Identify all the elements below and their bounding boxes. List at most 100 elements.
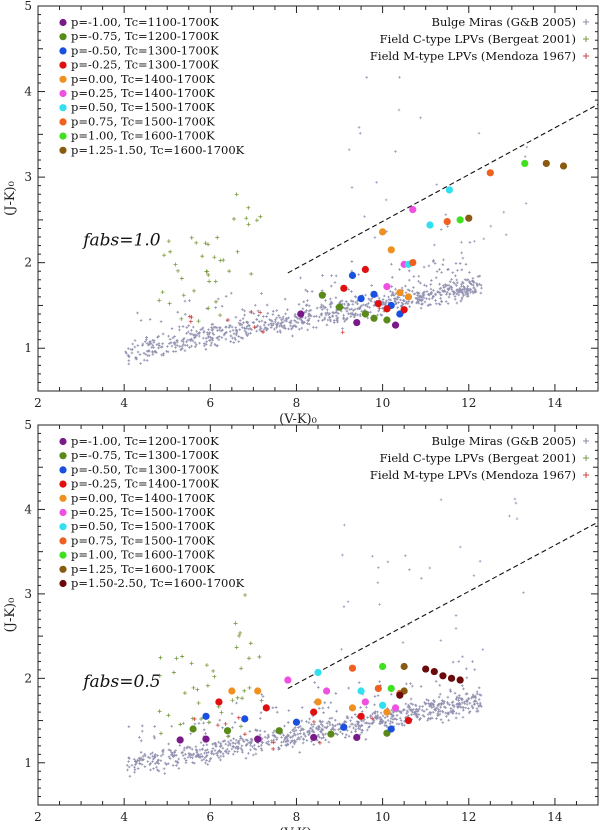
bulge-mira-marker [219, 750, 223, 753]
bulge-mira-marker [205, 751, 208, 755]
bulge-mira-marker [324, 313, 328, 317]
bulge-mira-marker [265, 303, 269, 307]
bulge-mira-marker [435, 706, 439, 710]
bulge-mira-marker [470, 283, 473, 286]
bulge-mira-marker [310, 740, 313, 743]
bulge-mira-marker [415, 707, 418, 711]
bulge-mira-marker [141, 343, 144, 347]
bulge-mira-marker [157, 346, 160, 350]
bulge-mira-marker [263, 326, 267, 329]
m-type-lpv-marker [187, 314, 192, 319]
bulge-mira-marker [257, 314, 260, 317]
bulge-mira-marker [206, 748, 209, 752]
bulge-mira-marker [405, 709, 409, 713]
bulge-mira-marker [336, 312, 340, 315]
c-type-lpv-marker [204, 663, 209, 668]
bulge-mira-marker [259, 711, 263, 715]
bulge-mira-marker [227, 326, 231, 329]
bulge-mira-marker [249, 748, 252, 752]
bulge-mira-marker [296, 732, 300, 736]
bulge-mira-marker [475, 710, 479, 713]
bulge-mira-marker [328, 717, 332, 720]
bulge-mira-marker [417, 713, 421, 716]
bulge-mira-marker [194, 345, 197, 348]
series-1 [189, 725, 391, 738]
bulge-mira-marker [240, 326, 244, 329]
bulge-mira-marker [237, 335, 241, 338]
bulge-mira-marker [297, 736, 300, 739]
c-type-lpv-marker [167, 301, 172, 306]
bulge-mira-marker [260, 693, 264, 696]
bulge-mira-marker [284, 740, 288, 744]
legend-label: p=-0.25, Tc=1400-1700K [71, 477, 219, 491]
bulge-mira-marker [357, 126, 361, 129]
bulge-mira-marker [203, 342, 206, 345]
bulge-mira-marker [125, 351, 128, 355]
bulge-mira-marker [454, 262, 458, 265]
bulge-mira-marker [181, 754, 185, 757]
bulge-mira-marker [395, 718, 398, 721]
bulge-mira-marker [373, 703, 376, 707]
bulge-mira-marker [391, 292, 394, 296]
series-point [443, 218, 451, 226]
bulge-mira-marker [171, 753, 174, 757]
bulge-mira-marker [138, 353, 142, 356]
series-point [228, 687, 236, 695]
bulge-mira-marker [400, 286, 404, 290]
bulge-mira-marker [135, 761, 138, 765]
bulge-mira-marker [134, 760, 137, 763]
bulge-mira-marker [410, 289, 414, 293]
bulge-mira-marker [243, 313, 246, 317]
bulge-mira-marker [312, 325, 315, 329]
bulge-mira-marker [439, 718, 443, 721]
bulge-mira-marker [430, 279, 433, 282]
bulge-mira-marker [436, 704, 440, 707]
bulge-mira-marker [406, 705, 410, 709]
bulge-mira-marker [143, 765, 147, 768]
bulge-mira-marker [199, 741, 203, 744]
bulge-mira-marker [145, 349, 149, 353]
bulge-mira-marker [458, 262, 462, 265]
bulge-mira-marker [354, 300, 358, 304]
bulge-mira-marker [427, 717, 430, 720]
legend-label: p=1.00, Tc=1600-1700K [71, 129, 215, 143]
bulge-mira-marker [188, 746, 192, 750]
bulge-mira-marker [463, 700, 466, 704]
bulge-mira-marker [203, 756, 207, 759]
bulge-mira-marker [300, 706, 304, 709]
series-point [340, 723, 348, 731]
bulge-mira-marker [344, 720, 348, 724]
bulge-mira-marker [146, 760, 150, 763]
bulge-mira-marker [260, 319, 264, 323]
bulge-mira-marker [439, 706, 442, 709]
bulge-mira-marker [473, 694, 477, 698]
bulge-mira-marker [268, 318, 271, 322]
bulge-mira-marker [133, 765, 136, 769]
bulge-mira-marker [195, 751, 199, 754]
obs-legend-label: Bulge Miras (G&B 2005) [432, 15, 577, 29]
bulge-mira-marker [404, 702, 408, 706]
x-tick-label: 4 [120, 396, 128, 410]
obs-legend-label: Bulge Miras (G&B 2005) [432, 434, 577, 448]
series-point [422, 665, 430, 673]
bulge-mira-marker [428, 712, 432, 716]
bulge-mira-marker [273, 735, 277, 739]
legend-marker [59, 452, 67, 460]
bulge-mira-marker [278, 316, 282, 319]
bulge-mira-marker [461, 292, 465, 296]
bulge-mira-marker [241, 308, 244, 311]
bulge-mira-marker [481, 648, 485, 651]
legend-marker [59, 537, 67, 545]
bulge-mira-marker [194, 755, 198, 759]
bulge-mira-marker [188, 753, 191, 757]
bulge-mira-marker [367, 302, 370, 305]
bulge-mira-marker [343, 307, 347, 310]
bulge-mira-marker [229, 334, 233, 338]
bulge-mira-marker [405, 712, 408, 715]
obs-legend-marker [583, 19, 589, 25]
bulge-mira-marker [465, 278, 469, 282]
bulge-mira-marker [409, 682, 412, 685]
bulge-mira-marker [376, 716, 380, 720]
bulge-mira-marker [418, 298, 422, 301]
